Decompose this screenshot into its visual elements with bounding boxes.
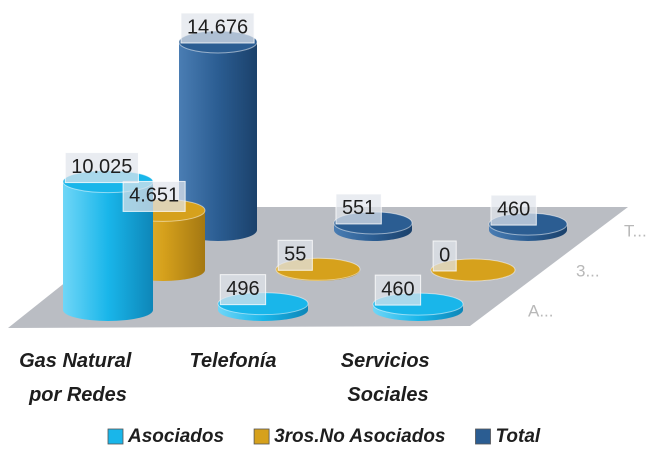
- value-label: 10.025: [71, 156, 132, 178]
- depth-label: A...: [528, 301, 554, 320]
- value-label-box: [490, 194, 537, 226]
- value-label: 551: [342, 197, 375, 219]
- value-label: 4.651: [129, 185, 179, 207]
- value-label-box: [335, 193, 382, 225]
- value-label: 0: [439, 244, 450, 266]
- value-label: 496: [226, 278, 259, 300]
- value-label-box: [122, 180, 186, 212]
- legend-swatch: [107, 428, 124, 445]
- depth-label: T...: [624, 221, 647, 240]
- value-label-box: [277, 239, 313, 271]
- value-label-box: [374, 274, 422, 306]
- cylinder: [63, 181, 153, 321]
- depth-label: 3...: [576, 261, 600, 280]
- x-tick-label: Servicios Sociales: [341, 350, 436, 406]
- legend-swatch: [475, 428, 491, 445]
- legend-label: Total: [496, 426, 541, 447]
- value-label: 460: [497, 198, 530, 220]
- value-label-box: [219, 274, 267, 306]
- legend-swatch: [253, 428, 270, 445]
- value-label: 460: [381, 278, 414, 300]
- x-tick-label: Telefonía: [189, 350, 276, 372]
- value-label-box: [432, 240, 457, 272]
- value-label: 55: [284, 244, 306, 266]
- value-label: 14.676: [187, 16, 248, 38]
- value-label-box: [180, 12, 255, 44]
- x-tick-label: Gas Natural por Redes: [19, 350, 137, 406]
- legend-label: Asociados: [127, 426, 224, 447]
- value-label-box: [64, 152, 139, 184]
- legend-label: 3ros.No Asociados: [274, 426, 445, 447]
- cylinder: [179, 42, 257, 241]
